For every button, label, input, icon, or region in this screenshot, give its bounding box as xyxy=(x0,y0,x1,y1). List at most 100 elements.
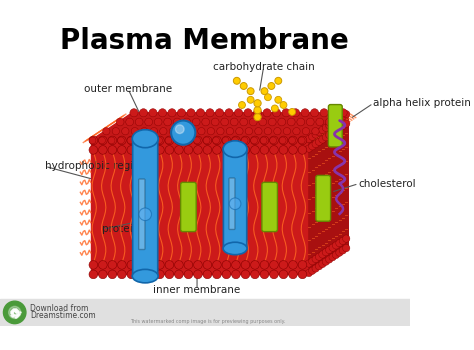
Circle shape xyxy=(174,260,183,269)
Circle shape xyxy=(241,260,250,269)
Circle shape xyxy=(196,108,205,117)
Circle shape xyxy=(339,247,346,254)
Circle shape xyxy=(9,306,21,318)
Circle shape xyxy=(135,118,143,126)
Circle shape xyxy=(108,137,115,144)
Circle shape xyxy=(339,122,346,130)
Circle shape xyxy=(270,136,278,145)
Circle shape xyxy=(241,270,250,279)
Circle shape xyxy=(329,120,337,127)
Circle shape xyxy=(336,115,343,122)
Ellipse shape xyxy=(132,270,158,283)
Circle shape xyxy=(118,270,126,279)
Circle shape xyxy=(302,127,310,135)
Circle shape xyxy=(99,137,105,144)
Circle shape xyxy=(225,108,233,117)
Circle shape xyxy=(280,102,287,108)
Circle shape xyxy=(332,117,340,125)
Circle shape xyxy=(174,136,183,145)
Circle shape xyxy=(336,239,343,247)
Circle shape xyxy=(184,136,193,145)
Circle shape xyxy=(155,136,164,145)
Circle shape xyxy=(112,127,119,135)
Circle shape xyxy=(232,260,240,269)
Circle shape xyxy=(251,137,257,144)
Circle shape xyxy=(298,270,307,279)
Circle shape xyxy=(184,260,193,269)
Text: Dreamstime.com: Dreamstime.com xyxy=(30,310,96,320)
Circle shape xyxy=(213,137,219,144)
Circle shape xyxy=(118,136,126,145)
Bar xyxy=(0,299,410,326)
FancyBboxPatch shape xyxy=(262,182,277,232)
Ellipse shape xyxy=(223,141,247,158)
Circle shape xyxy=(158,108,166,117)
Circle shape xyxy=(332,127,340,134)
Circle shape xyxy=(289,108,296,116)
Polygon shape xyxy=(91,140,307,274)
Circle shape xyxy=(309,142,316,150)
Circle shape xyxy=(254,106,261,114)
Ellipse shape xyxy=(132,130,158,148)
Circle shape xyxy=(329,108,337,117)
Circle shape xyxy=(99,136,107,145)
Circle shape xyxy=(99,146,107,154)
Circle shape xyxy=(203,270,212,279)
Circle shape xyxy=(249,118,257,126)
Circle shape xyxy=(174,270,183,279)
Circle shape xyxy=(240,83,247,90)
Circle shape xyxy=(222,260,231,269)
Circle shape xyxy=(217,127,224,135)
Circle shape xyxy=(165,136,173,145)
Circle shape xyxy=(260,260,269,269)
Circle shape xyxy=(273,108,281,117)
Circle shape xyxy=(193,270,202,279)
Circle shape xyxy=(213,260,221,269)
Circle shape xyxy=(127,146,136,154)
Circle shape xyxy=(315,253,323,260)
Circle shape xyxy=(89,137,96,144)
Circle shape xyxy=(263,108,271,117)
Circle shape xyxy=(320,108,328,117)
Circle shape xyxy=(305,135,312,143)
Circle shape xyxy=(332,251,340,259)
Circle shape xyxy=(336,125,343,132)
Circle shape xyxy=(247,88,254,94)
Circle shape xyxy=(193,137,201,144)
Circle shape xyxy=(247,96,254,103)
Circle shape xyxy=(272,105,278,112)
FancyBboxPatch shape xyxy=(223,148,247,250)
Circle shape xyxy=(193,136,202,145)
Text: inner membrane: inner membrane xyxy=(154,285,241,295)
Text: Download from: Download from xyxy=(30,303,89,313)
Circle shape xyxy=(3,301,26,324)
Circle shape xyxy=(268,83,275,90)
Circle shape xyxy=(270,137,276,144)
Ellipse shape xyxy=(223,242,247,255)
Circle shape xyxy=(339,237,346,245)
Circle shape xyxy=(222,137,229,144)
Circle shape xyxy=(103,127,110,135)
Circle shape xyxy=(137,146,145,154)
Text: outer membrane: outer membrane xyxy=(84,84,172,93)
Circle shape xyxy=(179,127,186,135)
Circle shape xyxy=(339,113,346,120)
FancyBboxPatch shape xyxy=(133,138,158,278)
Circle shape xyxy=(222,146,231,154)
Circle shape xyxy=(326,122,333,129)
Circle shape xyxy=(298,136,307,145)
Circle shape xyxy=(118,260,126,269)
Circle shape xyxy=(155,146,164,154)
Circle shape xyxy=(312,131,319,138)
Circle shape xyxy=(146,146,155,154)
Circle shape xyxy=(184,137,191,144)
Circle shape xyxy=(241,137,248,144)
Circle shape xyxy=(230,118,238,126)
Circle shape xyxy=(274,127,281,135)
Circle shape xyxy=(305,145,312,152)
Circle shape xyxy=(192,118,200,126)
Circle shape xyxy=(268,118,276,126)
Circle shape xyxy=(329,129,337,136)
Circle shape xyxy=(203,146,212,154)
Text: Plasma Membrane: Plasma Membrane xyxy=(61,27,349,55)
